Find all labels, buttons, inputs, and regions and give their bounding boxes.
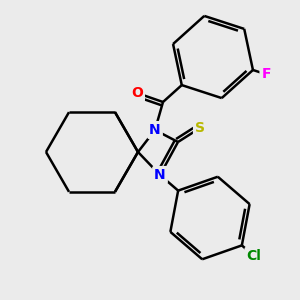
Text: N: N [154,168,166,182]
Text: N: N [149,123,161,137]
Text: Cl: Cl [247,249,261,263]
Text: F: F [262,67,271,81]
Text: O: O [131,86,143,100]
Text: S: S [195,121,205,135]
